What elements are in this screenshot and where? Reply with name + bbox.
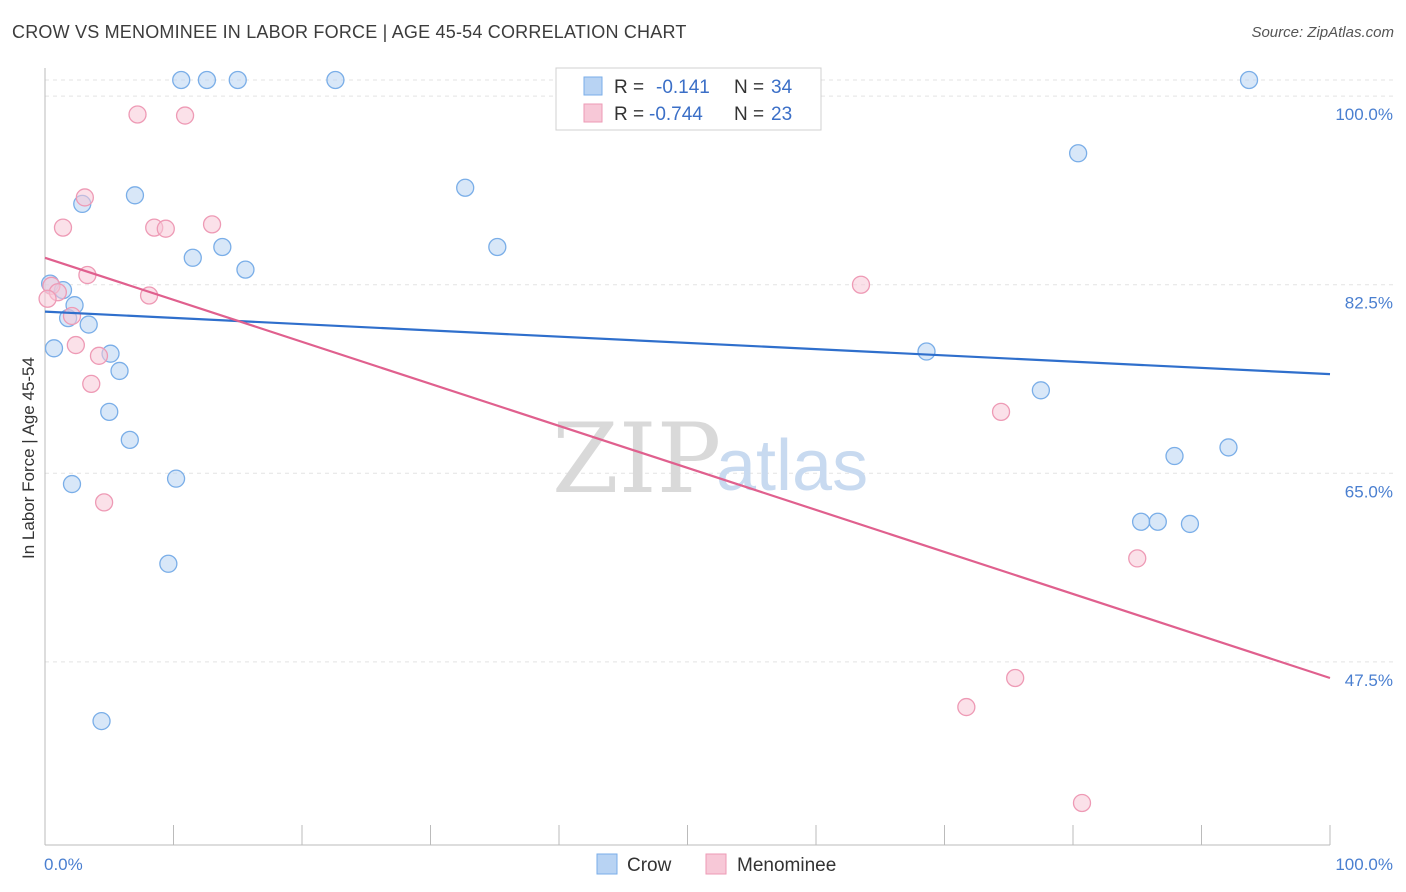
menominee-r-label: R = bbox=[614, 104, 644, 125]
data-points bbox=[38, 70, 1259, 813]
menominee-series-swatch bbox=[705, 853, 727, 875]
crow-point bbox=[1180, 514, 1200, 534]
crow-point bbox=[1165, 446, 1184, 466]
crow-legend-swatch bbox=[583, 76, 603, 96]
menominee-point bbox=[202, 215, 222, 234]
crow-trend-line bbox=[44, 310, 1331, 376]
y-axis-tick-labels: 100.0% 82.5% 65.0% 47.5% bbox=[1335, 105, 1393, 690]
crow-r-value: -0.141 bbox=[656, 77, 710, 98]
crow-r-label: R = bbox=[614, 77, 644, 98]
source-label: Source: ZipAtlas.com bbox=[1251, 24, 1394, 41]
menominee-n-label: N = bbox=[734, 104, 764, 125]
menominee-point bbox=[38, 289, 57, 308]
menominee-point bbox=[128, 105, 147, 124]
series-legend: Crow Menominee bbox=[596, 853, 836, 876]
y-tick-label: 47.5% bbox=[1345, 671, 1393, 690]
crow-point bbox=[166, 469, 186, 488]
crow-point bbox=[1239, 70, 1259, 90]
crow-point bbox=[159, 554, 178, 573]
y-tick-label: 82.5% bbox=[1345, 294, 1393, 313]
watermark: ZIP atlas bbox=[552, 403, 868, 515]
menominee-point bbox=[1128, 549, 1147, 568]
watermark-atlas: atlas bbox=[716, 426, 868, 506]
crow-point bbox=[92, 711, 111, 731]
crow-point bbox=[326, 70, 345, 90]
grid-lines bbox=[45, 79, 1393, 663]
crow-series-swatch bbox=[596, 853, 618, 875]
crow-point bbox=[125, 186, 145, 205]
crow-point bbox=[44, 339, 64, 358]
crow-point bbox=[228, 70, 247, 90]
crow-point bbox=[1031, 381, 1051, 400]
menominee-point bbox=[991, 402, 1011, 422]
y-axis-label: In Labor Force | Age 45-54 bbox=[19, 357, 38, 559]
crow-point bbox=[1068, 144, 1088, 163]
menominee-r-value: -0.744 bbox=[649, 104, 703, 125]
menominee-point bbox=[66, 335, 85, 355]
stats-legend: R = -0.141 N = 34 R = -0.744 N = 23 bbox=[555, 67, 822, 131]
menominee-n-value: 23 bbox=[771, 104, 792, 125]
crow-point bbox=[172, 70, 191, 90]
y-tick-label: 65.0% bbox=[1345, 482, 1393, 501]
watermark-zip: ZIP bbox=[552, 403, 721, 515]
crow-point bbox=[236, 260, 255, 279]
crow-point bbox=[456, 178, 475, 197]
chart-title: CROW VS MENOMINEE IN LABOR FORCE | AGE 4… bbox=[12, 22, 687, 42]
crow-point bbox=[488, 237, 507, 257]
crow-n-value: 34 bbox=[771, 77, 793, 98]
menominee-point bbox=[62, 306, 82, 326]
crow-point bbox=[62, 474, 82, 494]
menominee-point bbox=[175, 106, 195, 125]
x-tick-label-left: 0.0% bbox=[44, 855, 83, 874]
y-tick-label: 100.0% bbox=[1335, 105, 1393, 124]
crow-point bbox=[100, 402, 119, 422]
crow-point bbox=[110, 361, 129, 381]
crow-point bbox=[183, 248, 202, 267]
menominee-point bbox=[1072, 793, 1092, 813]
x-tick-label-right: 100.0% bbox=[1335, 855, 1393, 874]
crow-point bbox=[197, 70, 217, 90]
crow-point bbox=[1219, 438, 1238, 457]
crow-point bbox=[120, 430, 139, 450]
menominee-point bbox=[89, 346, 109, 365]
menominee-point bbox=[94, 493, 114, 512]
crow-point bbox=[1131, 512, 1151, 531]
crow-point bbox=[213, 237, 232, 257]
crow-n-label: N = bbox=[734, 77, 764, 98]
menominee-trend-line bbox=[44, 256, 1331, 680]
menominee-point bbox=[75, 188, 94, 207]
menominee-point bbox=[957, 697, 976, 717]
menominee-point bbox=[82, 374, 101, 393]
menominee-legend-swatch bbox=[583, 103, 603, 123]
trend-lines bbox=[44, 256, 1331, 680]
crow-point bbox=[79, 315, 98, 334]
crow-series-label: Crow bbox=[627, 855, 672, 876]
menominee-point bbox=[851, 275, 871, 294]
x-axis-ticks bbox=[44, 825, 1331, 845]
menominee-series-label: Menominee bbox=[737, 855, 836, 876]
menominee-point bbox=[53, 218, 73, 237]
menominee-point bbox=[1006, 668, 1025, 688]
crow-point bbox=[1148, 512, 1167, 531]
crow-point bbox=[917, 342, 936, 361]
menominee-point bbox=[156, 219, 175, 238]
